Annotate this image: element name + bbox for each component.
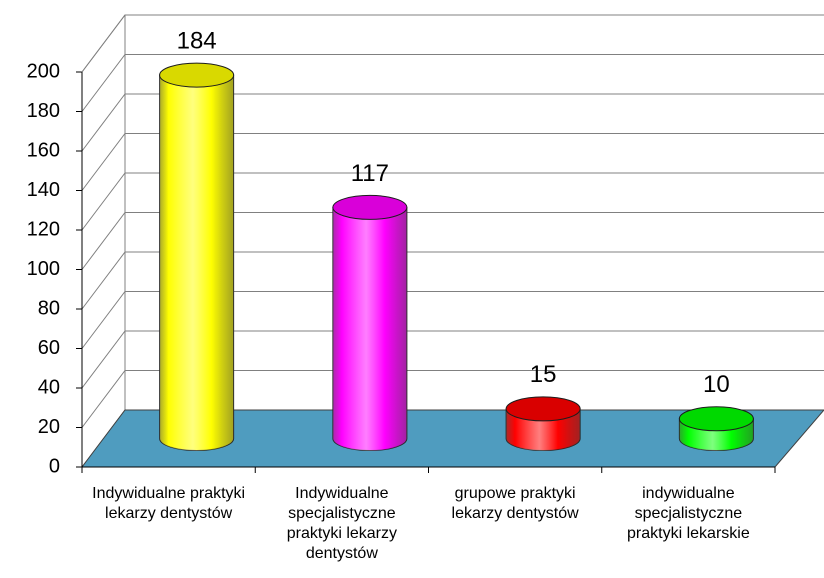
grid-line [81,93,824,152]
x-tick-label: indywidualne specjalistyczne praktyki le… [627,485,750,542]
x-tick-label: Indywidualne specjalistyczne praktyki le… [286,485,397,562]
value-label: 15 [530,361,557,388]
value-label: 184 [177,27,217,54]
bar-shade [159,75,234,451]
y-tick-label: 120 [27,218,60,240]
y-tick-label: 0 [49,455,60,477]
y-tick-label: 20 [38,416,60,438]
bar-top [505,396,581,422]
bar-top [678,406,754,432]
grid-line [81,14,824,73]
grid-line [81,172,824,231]
value-label: 10 [703,371,730,398]
y-tick-label: 40 [38,376,60,398]
y-tick-label: 180 [27,100,60,122]
grid-line [81,133,824,191]
grid-line [81,330,824,389]
bar-top [332,194,408,220]
y-tick-label: 80 [38,297,60,319]
grid-line [81,212,824,270]
grid-line [81,291,824,349]
grid-line [81,54,824,112]
y-tick-label: 200 [27,60,60,82]
value-label: 117 [351,160,389,187]
x-tick-label: Indywidualne praktyki lekarzy dentystów [92,485,246,522]
bar-top [159,62,235,88]
grid-line [81,370,824,428]
x-tick-label: grupowe praktyki lekarzy dentystów [451,485,579,522]
y-tick-label: 100 [27,258,60,280]
bar-shade [332,207,407,451]
y-tick-label: 140 [27,179,60,201]
y-tick-label: 60 [38,337,60,359]
grid-line [81,251,824,310]
y-tick-label: 160 [27,139,60,161]
